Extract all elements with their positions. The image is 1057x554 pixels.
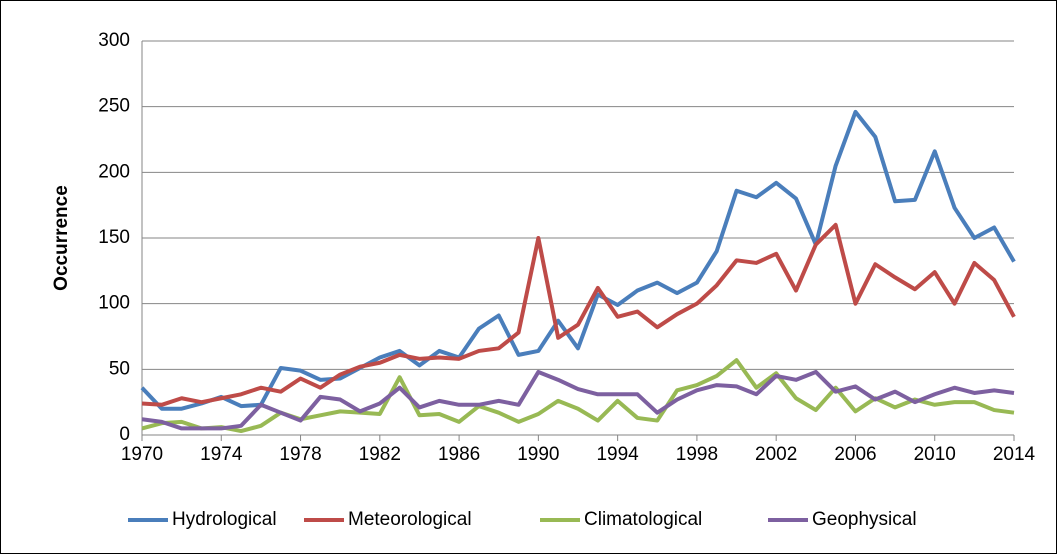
legend-label: Hydrological bbox=[172, 509, 277, 530]
legend-label: Climatological bbox=[584, 509, 702, 530]
series-line bbox=[141, 369, 1015, 431]
y-tick-label: 300 bbox=[98, 30, 130, 51]
x-tick-label: 1970 bbox=[121, 444, 163, 465]
x-tick-label: 1994 bbox=[596, 444, 639, 465]
x-tick-label: 1998 bbox=[676, 444, 718, 465]
series-line bbox=[140, 109, 1016, 411]
series-line bbox=[141, 222, 1016, 407]
y-tick-label: 100 bbox=[98, 293, 130, 314]
x-tick-label: 1982 bbox=[359, 444, 401, 465]
x-tick-label: 2002 bbox=[755, 444, 797, 465]
y-tick-label: 250 bbox=[98, 96, 130, 117]
x-tick-label: 2006 bbox=[834, 444, 876, 465]
x-tick-label: 2014 bbox=[993, 444, 1036, 465]
y-axis-label: Occurrence bbox=[51, 185, 72, 291]
y-tick-label: 200 bbox=[98, 161, 130, 182]
x-tick-label: 1990 bbox=[517, 444, 559, 465]
y-tick-label: 50 bbox=[109, 358, 130, 379]
y-tick-label: 150 bbox=[98, 227, 130, 248]
x-tick-label: 2010 bbox=[914, 444, 956, 465]
legend-label: Meteorological bbox=[348, 509, 472, 530]
x-tick-label: 1978 bbox=[279, 444, 321, 465]
x-tick-label: 1974 bbox=[200, 444, 243, 465]
y-tick-label: 0 bbox=[119, 424, 130, 445]
x-tick-label: 1986 bbox=[438, 444, 480, 465]
legend-label: Geophysical bbox=[812, 509, 917, 530]
